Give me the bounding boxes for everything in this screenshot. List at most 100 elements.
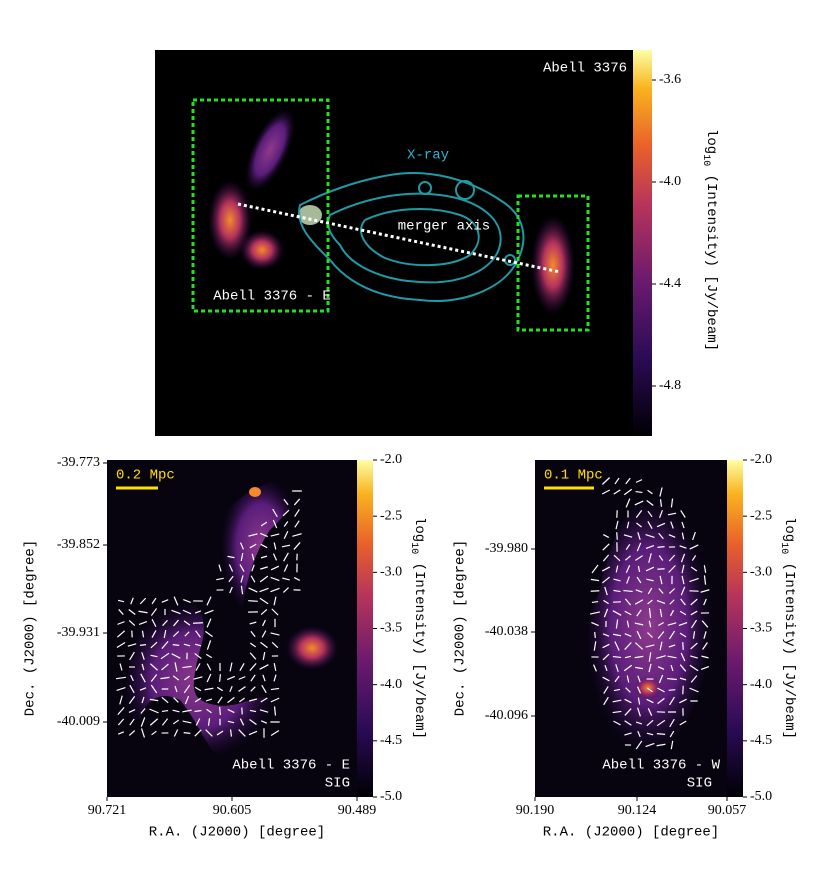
polarization-vector [589,611,601,615]
polarization-vector [183,643,191,647]
polarization-vector [270,576,280,582]
polarization-vector [624,655,632,659]
polarization-vector [272,553,278,561]
polarization-vector [670,664,674,672]
polarization-vector [141,696,145,704]
polarization-vector [229,662,233,672]
polarization-vector [139,644,147,646]
polarization-vector [150,674,158,682]
polarization-vector [613,720,621,726]
polarization-vector [162,619,168,627]
polarization-vector [690,655,698,659]
polarization-vector [623,589,633,593]
polarization-vector [119,695,123,705]
radio-emission [585,477,713,757]
polarization-vector [612,699,622,703]
polarization-vector [648,553,652,563]
polarization-vector [270,565,280,571]
polarization-vector [615,619,619,629]
colorbar-ticks: -3.6 -4.0 -4.4 -4.8 log10 (Intensity) [Jy/be… [652,72,719,393]
polarization-vector [647,708,653,716]
colorbar-tick-label: -4.0 [380,677,402,692]
polarization-vector [670,740,674,750]
colorbar-label: log10 (Intensity) [Jy/beam] [408,517,427,739]
west-label: Abell 3376 - W [501,337,619,353]
polarization-vector [614,641,620,651]
polarization-vector [646,698,654,704]
polarization-vector [293,577,301,581]
polarization-vector [635,555,643,561]
polarization-vector [623,664,633,672]
colorbar-tick-label: -5.0 [380,789,402,804]
polarization-vector [703,598,707,606]
colorbar-label-part: (Intensity) [Jy/beam] [411,554,427,739]
polarization-vector [259,597,269,605]
polarization-vector [594,631,596,639]
polarization-vector [603,608,609,618]
polarization-vector [656,743,666,747]
polarization-vector [646,578,654,582]
polarization-vector [194,729,202,737]
polarization-vector [182,720,192,724]
colorbar-tick-label: -4.5 [380,733,402,748]
polarization-vector [174,685,178,693]
polarization-vector [249,709,257,713]
polarization-vector [273,706,277,716]
polarization-vector [624,610,632,616]
colorbar-tick-label: -4.0 [659,174,681,189]
x-tick-label: 90.605 [213,803,252,818]
polarization-vector [614,675,620,683]
polarization-vector [160,676,170,680]
colorbar-label-part: 10 [778,542,789,554]
polarization-vector [272,519,278,529]
polarization-vector [260,566,268,570]
polarization-vector [205,653,213,659]
scale-label: 0.2 Mpc [116,468,175,484]
polarization-vector [194,610,202,614]
polarization-vector [624,633,632,637]
polarization-vector [249,718,257,726]
polarization-vector [238,686,246,692]
polarization-vector [248,698,258,702]
east-label: Abell 3376 - E [213,289,331,305]
polarization-vector [183,684,191,694]
polarization-vector [615,664,619,672]
polarization-vector [624,708,632,716]
x-tick-label: 90.721 [88,803,127,818]
polarization-vector [604,586,608,596]
polarization-vector [260,532,268,538]
polarization-vector [249,652,257,660]
polarization-vector [681,575,685,585]
polarization-vector [281,544,291,548]
axes: -2.0 -2.5 -3.0 -3.5 -4.0 -4.5 -5.0 log10 (Inten… [485,452,797,818]
polarization-vector [184,631,190,637]
y-tick-label: -39.852 [57,537,100,552]
colorbar-tick-label: -2.5 [750,508,772,523]
polarization-vector [227,708,235,714]
polarization-vector [282,577,290,581]
polarization-vector [128,696,136,704]
polarization-vector [260,555,268,559]
axes: -2.0 -2.5 -3.0 -3.5 -4.0 -4.5 -5.0 log10 (Inten… [57,452,427,818]
polarization-vector [271,608,279,616]
polarization-vector [139,597,147,605]
colorbar-tick-label: -4.0 [750,677,772,692]
polarization-vector [194,697,202,703]
polarization-vector [689,687,699,693]
polarization-vector [700,665,710,671]
polarization-vector [140,717,146,727]
polarization-vector [689,664,699,672]
polarization-vector [625,564,631,574]
polarization-vector [623,534,633,538]
polarization-vector [668,689,676,691]
polarization-vector [149,718,159,726]
colorbar-label-part: log [703,129,719,154]
polarization-vector [636,522,642,528]
polarization-vector [128,609,136,615]
polarization-vector [635,740,643,750]
polarization-vector [635,666,643,670]
polarization-vector [216,577,224,581]
polarization-vector [161,599,169,603]
x-axis-label: R.A. (J2000) [degree] [543,825,719,841]
polarization-vector [602,676,610,682]
